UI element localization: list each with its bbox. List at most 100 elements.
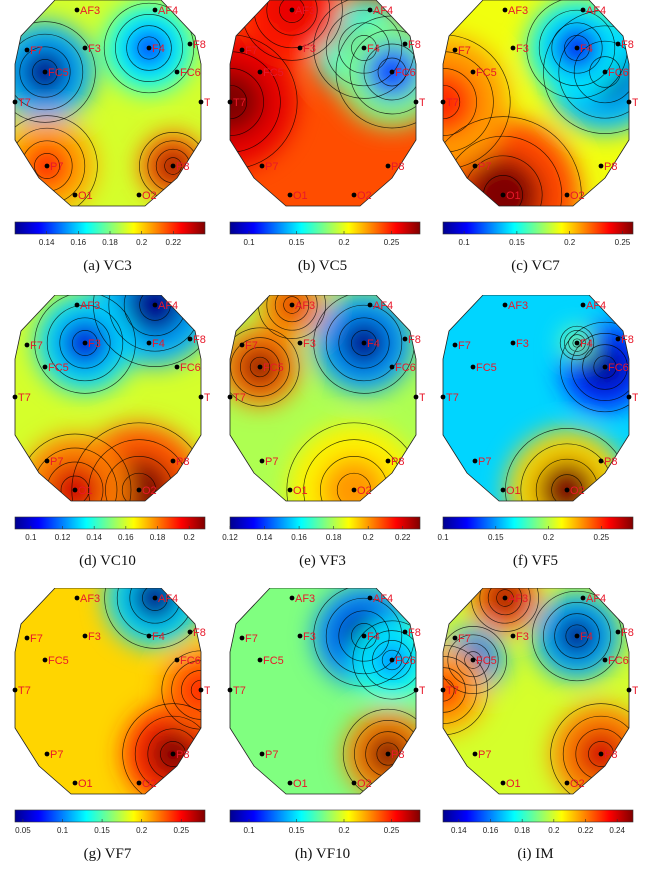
electrode-label: P7 (265, 456, 278, 468)
electrode-label: P8 (176, 749, 189, 761)
colorbar-tick-label: 0.25 (384, 238, 400, 247)
electrode-dot (510, 340, 516, 346)
contour-line (571, 333, 629, 401)
electrode-label: AF4 (373, 5, 393, 17)
electrode-dot (602, 69, 608, 75)
electrode-label: AF3 (508, 593, 528, 605)
colorbar (229, 809, 421, 823)
electrode-dot (389, 364, 395, 370)
contour-line (564, 35, 590, 61)
contour-line (352, 620, 416, 700)
electrode-label: FC5 (476, 67, 497, 79)
electrode-dot (413, 394, 419, 400)
electrode-label: F8 (193, 39, 206, 51)
electrode-dot (626, 394, 632, 400)
electrode-label: T7 (18, 685, 31, 697)
electrode-dot (44, 163, 50, 169)
contour-line (351, 623, 377, 649)
colorbar-tick-label: 0.2 (338, 238, 350, 247)
electrode-dot (187, 41, 193, 47)
electrode-dot (152, 302, 158, 308)
electrode-label: F7 (458, 45, 471, 57)
electrode-label: T8 (204, 392, 210, 404)
contour-line (59, 317, 111, 369)
electrode-label: FC6 (608, 362, 629, 374)
electrode-dot (470, 657, 476, 663)
electrode-dot (187, 629, 193, 635)
topomap-svg: AF3 AF4 F7 F3 F4 F8 FC5 FC6 T7 T8 P7 P8 O1 O2 0.1 0.12 0… (12, 295, 210, 542)
colorbar-tick-label: 0.15 (509, 238, 525, 247)
electrode-label: FC5 (263, 362, 284, 374)
contour-line (122, 703, 201, 794)
electrode-dot (574, 340, 580, 346)
topomap-panel: AF3 AF4 F7 F3 F4 F8 FC5 FC6 T7 T8 P7 P8 O1 O2 0.05 0.1 0… (5, 588, 210, 868)
electrode-dot (42, 69, 48, 75)
contour-line (171, 660, 201, 720)
electrode-dot (257, 657, 263, 663)
colorbar-tick-label: 0.2 (564, 238, 576, 247)
colorbar-tick-label: 0.25 (615, 238, 631, 247)
electrode-label: O1 (506, 190, 521, 202)
electrode-label: F4 (152, 43, 165, 55)
electrode-dot (198, 687, 204, 693)
colorbar-tick-label: 0.14 (257, 533, 273, 542)
contour-line (565, 624, 589, 648)
colorbar-tick-label: 0.16 (483, 826, 499, 835)
topomap-blob (230, 69, 263, 135)
contour-line (230, 337, 290, 397)
contour-line (351, 330, 377, 356)
contour-line (572, 338, 582, 348)
electrode-dot (174, 69, 180, 75)
electrode-label: F8 (621, 334, 634, 346)
electrode-dot (259, 458, 265, 464)
contour-line (60, 475, 90, 501)
electrode-label: F8 (621, 39, 634, 51)
panel-caption: (d) VC10 (79, 553, 136, 569)
electrode-dot (502, 302, 508, 308)
electrode-label: FC6 (180, 67, 201, 79)
electrode-label: FC6 (395, 362, 416, 374)
topomap-panel: AF3 AF4 F7 F3 F4 F8 FC5 FC6 T7 T8 P7 P8 O1 O2 0.1 0.15 0… (220, 0, 425, 280)
panel-caption: (e) VF3 (299, 553, 346, 569)
electrode-dot (287, 780, 293, 786)
electrode-dot (472, 751, 478, 757)
electrode-label: FC5 (48, 655, 69, 667)
electrode-label: FC5 (476, 655, 497, 667)
panel-caption: (c) VC7 (511, 258, 560, 274)
contour-line (362, 630, 416, 690)
electrode-label: T7 (446, 97, 459, 109)
topomap-svg: AF3 AF4 F7 F3 F4 F8 FC5 FC6 T7 T8 P7 P8 O1 O2 0.1 0.15 0… (437, 295, 638, 542)
colorbar-tick-label: 0.1 (437, 533, 449, 542)
electrode-dot (626, 99, 632, 105)
electrode-dot (413, 687, 419, 693)
contour-line (103, 2, 195, 94)
electrode-label: F4 (367, 43, 380, 55)
electrode-label: FC5 (263, 655, 284, 667)
contour-line (283, 296, 301, 314)
colorbar-tick-label: 0.2 (136, 826, 148, 835)
contour-line (19, 46, 71, 98)
electrode-label: AF4 (158, 300, 178, 312)
electrode-label: AF3 (80, 593, 100, 605)
colorbar-tick-label: 0.2 (363, 533, 375, 542)
colorbar-tick-label: 0.18 (150, 533, 166, 542)
electrode-dot (385, 163, 391, 169)
colorbar-tick-label: 0.2 (136, 238, 148, 247)
contour-line (554, 613, 600, 659)
contour-line (538, 9, 616, 87)
electrode-label: T8 (204, 97, 210, 109)
head-outline (442, 295, 630, 502)
electrode-label: T7 (446, 685, 459, 697)
electrode-dot (361, 633, 367, 639)
electrode-label: P7 (50, 161, 63, 173)
electrode-label: P8 (176, 161, 189, 173)
colorbar-tick-label: 0.22 (166, 238, 182, 247)
electrode-dot (626, 687, 632, 693)
electrode-dot (574, 45, 580, 51)
electrode-dot (227, 687, 233, 693)
electrode-dot (564, 780, 570, 786)
topomap-blob (443, 668, 465, 712)
contour-line (72, 330, 98, 356)
contour-line (15, 115, 98, 206)
